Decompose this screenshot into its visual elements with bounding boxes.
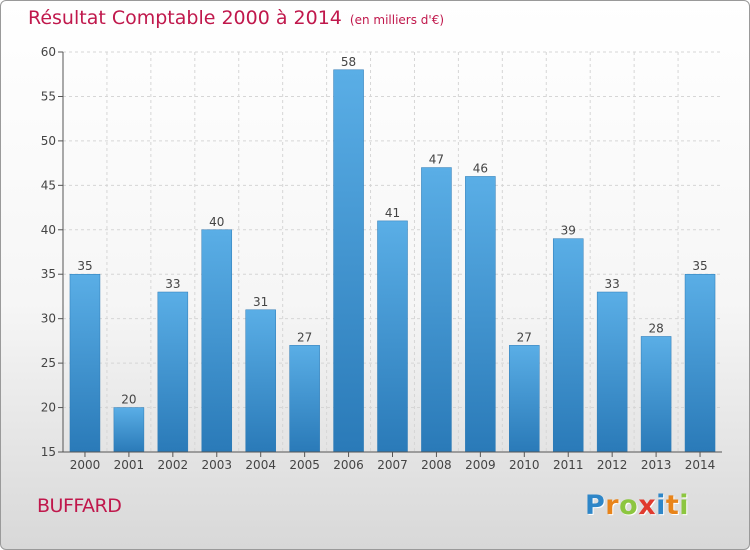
bar-2000 — [69, 273, 101, 453]
bar-2009 — [465, 176, 496, 453]
y-tick-label-50: 50 — [41, 134, 56, 148]
value-label-2002: 33 — [165, 277, 180, 291]
y-tick-label-40: 40 — [41, 223, 56, 237]
value-label-2007: 41 — [385, 206, 400, 220]
x-tick-label-2008: 2008 — [421, 458, 452, 472]
bar-2011 — [552, 238, 584, 453]
bar-2003 — [201, 229, 233, 453]
value-label-2006: 58 — [341, 55, 356, 69]
bar-2008 — [421, 167, 452, 453]
x-tick-label-2009: 2009 — [465, 458, 496, 472]
logo-letter: i — [656, 490, 666, 521]
logo-letter: o — [619, 490, 639, 521]
x-tick-label-2005: 2005 — [289, 458, 320, 472]
bar-2004 — [245, 309, 276, 453]
logo-letter: t — [665, 490, 680, 521]
y-tick-label-35: 35 — [41, 267, 56, 281]
x-tick-label-2012: 2012 — [597, 458, 628, 472]
chart-title: Résultat Comptable 2000 à 2014 — [28, 7, 342, 29]
value-label-2011: 39 — [561, 224, 576, 238]
data-labels: 35 20 33 40 31 27 58 41 47 46 27 39 33 28 35 — [77, 55, 707, 407]
x-tick-label-2002: 2002 — [158, 458, 189, 472]
logo-letter: P — [585, 490, 606, 521]
x-tick-label-2001: 2001 — [114, 458, 145, 472]
value-label-2008: 47 — [429, 153, 444, 167]
axes: 15 20 25 30 35 40 45 50 55 60 2000 2001 2002 2003 2004… — [41, 45, 722, 472]
y-tick-label-55: 55 — [41, 89, 56, 103]
value-label-2001: 20 — [121, 393, 136, 407]
bar-2013 — [640, 336, 672, 453]
bar-2002 — [157, 291, 189, 453]
bar-2012 — [596, 291, 628, 453]
logo-letter: i — [679, 490, 690, 521]
x-tick-label-2010: 2010 — [509, 458, 540, 472]
bar-2014 — [684, 273, 716, 453]
bar-2006 — [333, 69, 364, 453]
y-tick-label-30: 30 — [41, 312, 56, 326]
x-tick-label-2003: 2003 — [201, 458, 232, 472]
bar-2001 — [113, 407, 145, 453]
value-label-2004: 31 — [253, 295, 268, 309]
proxiti-logo: Proxiti — [585, 490, 689, 521]
x-tick-label-2007: 2007 — [377, 458, 408, 472]
x-tick-label-2011: 2011 — [553, 458, 584, 472]
value-label-2014: 35 — [692, 259, 707, 273]
y-tick-label-20: 20 — [41, 401, 56, 415]
x-tick-label-2014: 2014 — [685, 458, 716, 472]
y-tick-label-60: 60 — [41, 45, 56, 59]
value-label-2009: 46 — [473, 161, 488, 175]
value-label-2013: 28 — [648, 321, 663, 335]
value-label-2003: 40 — [209, 215, 224, 229]
x-tick-label-2000: 2000 — [70, 458, 101, 472]
bar-2007 — [377, 220, 408, 453]
x-tick-label-2006: 2006 — [333, 458, 364, 472]
value-label-2005: 27 — [297, 330, 312, 344]
chart-title-block: Résultat Comptable 2000 à 2014 (en millie… — [28, 7, 444, 29]
y-tick-label-45: 45 — [41, 178, 56, 192]
y-tick-label-25: 25 — [41, 356, 56, 370]
y-tick-label-15: 15 — [41, 445, 56, 459]
chart-subtitle: (en milliers d'€) — [349, 13, 445, 27]
bars — [69, 69, 716, 453]
bar-2005 — [289, 345, 320, 453]
x-tick-label-2004: 2004 — [245, 458, 276, 472]
value-label-2000: 35 — [77, 259, 92, 273]
x-tick-label-2013: 2013 — [641, 458, 672, 472]
commune-name: BUFFARD — [37, 495, 122, 517]
value-label-2010: 27 — [517, 330, 532, 344]
logo-letter: x — [638, 490, 657, 521]
bar-2010 — [509, 345, 540, 453]
logo-letter: r — [605, 490, 620, 521]
value-label-2012: 33 — [605, 277, 620, 291]
